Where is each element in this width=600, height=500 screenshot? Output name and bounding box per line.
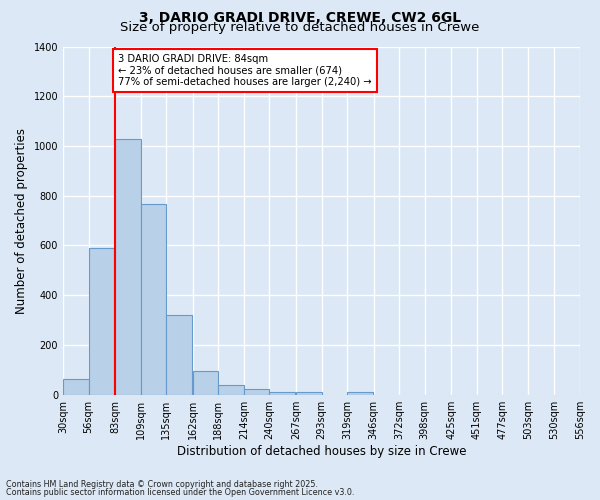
- X-axis label: Distribution of detached houses by size in Crewe: Distribution of detached houses by size …: [177, 444, 466, 458]
- Bar: [89, 248, 114, 394]
- Text: 3, DARIO GRADI DRIVE, CREWE, CW2 6GL: 3, DARIO GRADI DRIVE, CREWE, CW2 6GL: [139, 11, 461, 25]
- Text: Contains public sector information licensed under the Open Government Licence v3: Contains public sector information licen…: [6, 488, 355, 497]
- Bar: [244, 389, 269, 394]
- Text: Contains HM Land Registry data © Crown copyright and database right 2025.: Contains HM Land Registry data © Crown c…: [6, 480, 318, 489]
- Text: 3 DARIO GRADI DRIVE: 84sqm
← 23% of detached houses are smaller (674)
77% of sem: 3 DARIO GRADI DRIVE: 84sqm ← 23% of deta…: [118, 54, 372, 87]
- Y-axis label: Number of detached properties: Number of detached properties: [15, 128, 28, 314]
- Bar: [140, 204, 166, 394]
- Bar: [296, 392, 322, 394]
- Bar: [166, 315, 192, 394]
- Bar: [63, 378, 89, 394]
- Text: Size of property relative to detached houses in Crewe: Size of property relative to detached ho…: [121, 22, 479, 35]
- Bar: [115, 138, 140, 394]
- Bar: [193, 371, 218, 394]
- Bar: [269, 392, 295, 394]
- Bar: [218, 386, 244, 394]
- Bar: [347, 392, 373, 394]
